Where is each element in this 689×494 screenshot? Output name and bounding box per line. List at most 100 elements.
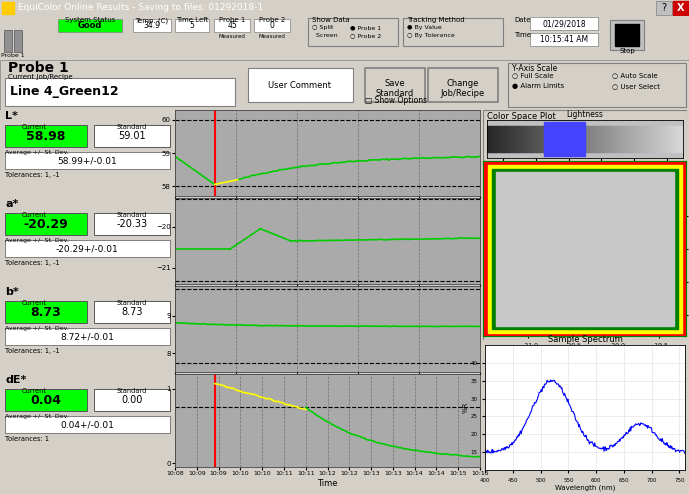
Bar (505, 125, 507, 152)
Text: 0.00: 0.00 (121, 395, 143, 405)
Text: 01/29/2018: 01/29/2018 (542, 19, 586, 28)
Bar (428, 68, 498, 102)
Text: Tolerances: 1, -1: Tolerances: 1, -1 (5, 260, 60, 266)
Text: 10:15:41 AM: 10:15:41 AM (540, 35, 588, 44)
Bar (656, 1, 672, 15)
Bar (538, 125, 540, 152)
X-axis label: Time: Time (317, 479, 338, 488)
Bar (94, 301, 170, 323)
Text: Current: Current (21, 300, 46, 306)
Bar (542, 125, 544, 152)
Bar (632, 125, 634, 152)
Bar (515, 125, 517, 152)
Text: EquiColor Online Results - Saving to files: 01292018-1: EquiColor Online Results - Saving to fil… (18, 3, 263, 12)
Text: □ Show Options: □ Show Options (365, 96, 427, 105)
Bar (530, 125, 532, 152)
Bar (576, 125, 578, 152)
Text: Tolerances: 1, -1: Tolerances: 1, -1 (5, 348, 60, 354)
Bar (673, 125, 675, 152)
Bar (612, 125, 614, 152)
Bar (607, 125, 609, 152)
Bar (5, 328, 170, 345)
Text: -20.33: -20.33 (116, 219, 147, 229)
Bar (510, 125, 512, 152)
Bar (94, 213, 170, 235)
Text: 59.01: 59.01 (119, 131, 146, 141)
Bar (500, 125, 502, 152)
Text: ○ Full Scale: ○ Full Scale (512, 72, 553, 78)
Bar (544, 122, 585, 156)
Bar (530, 33, 598, 46)
Bar (639, 125, 641, 152)
Bar (617, 125, 619, 152)
Text: Screen: Screen (312, 33, 338, 38)
Bar (530, 17, 598, 30)
Bar (5, 78, 235, 106)
Bar (590, 125, 593, 152)
Text: dE*: dE* (5, 375, 26, 385)
Text: Save: Save (384, 80, 405, 88)
Bar (661, 125, 664, 152)
Bar (493, 125, 495, 152)
Text: 8.72+/-0.01: 8.72+/-0.01 (60, 332, 114, 341)
Text: 45: 45 (227, 21, 237, 30)
Bar (577, 125, 579, 152)
Bar (507, 125, 508, 152)
Text: Change: Change (446, 80, 479, 88)
Text: Color Space Plot: Color Space Plot (487, 112, 556, 121)
Text: b*: b* (5, 287, 19, 297)
Bar (571, 125, 573, 152)
Bar (610, 20, 644, 50)
Text: Show Data: Show Data (312, 17, 349, 23)
Text: -20.29: -20.29 (23, 217, 68, 231)
Bar (563, 125, 565, 152)
Text: Tolerances: 1, -1: Tolerances: 1, -1 (5, 172, 60, 178)
Bar (624, 125, 626, 152)
Text: Measured: Measured (258, 34, 285, 39)
Bar (4, 30, 12, 52)
Bar (543, 125, 545, 152)
Bar (537, 125, 538, 152)
Bar (593, 125, 595, 152)
Text: ○ Auto Scale: ○ Auto Scale (612, 72, 657, 78)
Bar (5, 152, 170, 169)
Bar (214, 19, 250, 32)
Bar (551, 125, 553, 152)
Bar (508, 63, 686, 107)
Bar (670, 125, 672, 152)
Bar (660, 125, 662, 152)
Text: Y-Axis Scale: Y-Axis Scale (512, 64, 557, 73)
Bar (620, 125, 622, 152)
Bar (681, 125, 683, 152)
Bar (561, 125, 563, 152)
Text: ○ Split: ○ Split (312, 25, 333, 30)
Bar (5, 125, 87, 147)
Bar (403, 18, 503, 46)
Bar (664, 125, 665, 152)
Text: Current: Current (21, 124, 46, 130)
Bar (497, 125, 499, 152)
Bar (672, 125, 673, 152)
Bar (614, 125, 616, 152)
Bar (655, 125, 657, 152)
Text: System Status: System Status (65, 17, 115, 23)
Bar (640, 125, 642, 152)
Text: Temp. (C): Temp. (C) (136, 17, 169, 24)
Text: -20.29+/-0.01: -20.29+/-0.01 (56, 245, 119, 253)
Bar (648, 125, 650, 152)
Text: ?: ? (661, 3, 666, 13)
Bar (556, 125, 558, 152)
Bar (508, 125, 511, 152)
Bar (564, 125, 566, 152)
Bar (568, 125, 570, 152)
Bar (626, 125, 627, 152)
Bar (657, 125, 659, 152)
Bar (5, 389, 87, 411)
Bar (635, 125, 637, 152)
Text: Probe 1: Probe 1 (8, 61, 69, 75)
Text: 34.9: 34.9 (143, 21, 161, 30)
Bar (487, 125, 489, 152)
Text: 0: 0 (269, 21, 274, 30)
Bar (522, 125, 524, 152)
Bar (666, 125, 668, 152)
